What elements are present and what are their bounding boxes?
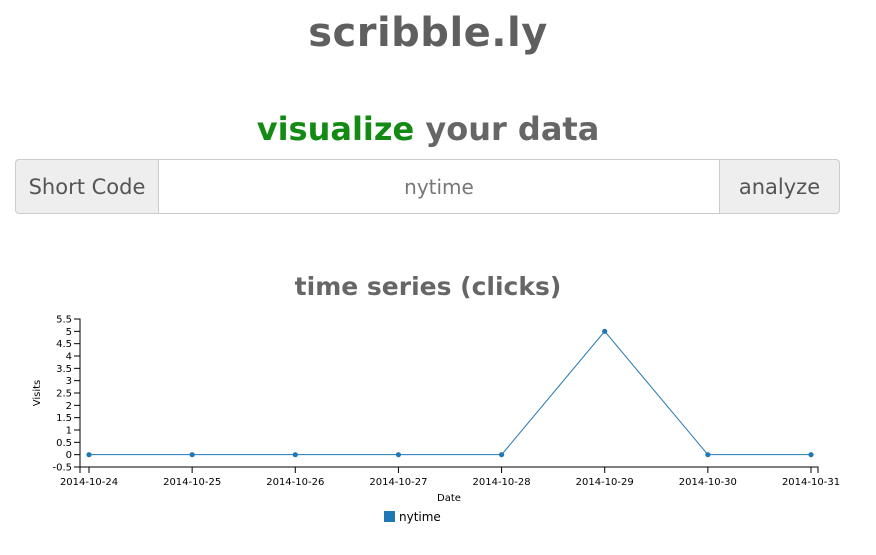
data-point [292, 452, 298, 458]
y-tick-label: 2 [66, 401, 72, 412]
short-code-input[interactable] [158, 159, 720, 214]
data-point [808, 452, 814, 458]
x-tick-label: 2014-10-30 [679, 477, 737, 488]
y-tick-label: 0.5 [56, 438, 72, 449]
data-point [86, 452, 92, 458]
data-point [602, 328, 608, 334]
legend-swatch [384, 511, 395, 522]
x-axis-line [79, 466, 819, 473]
y-tick-label: 1 [66, 426, 72, 437]
y-tick-label: 3.5 [56, 364, 72, 375]
analyze-button[interactable]: analyze [720, 159, 840, 214]
time-series-chart: -0.5 00.51 1.522.5 33.54 4.555.5 2014-10-24 20… [32, 315, 840, 525]
x-tick-label: 2014-10-29 [576, 477, 634, 488]
y-tick-label: -0.5 [52, 463, 72, 474]
chart-legend: nytime [384, 510, 441, 524]
y-tick-label: 4 [66, 352, 72, 363]
x-tick-label: 2014-10-31 [782, 477, 840, 488]
data-point [705, 452, 711, 458]
y-tick-label: 5.5 [56, 315, 72, 326]
x-axis-label: Date [437, 493, 461, 504]
legend-label: nytime [399, 510, 441, 524]
data-point [395, 452, 402, 458]
x-tick-label: 2014-10-25 [163, 477, 221, 488]
tagline-rest: your data [414, 110, 600, 148]
y-tick-label: 1.5 [56, 413, 72, 424]
series-line [89, 330, 811, 456]
x-tick-label: 2014-10-28 [473, 477, 531, 488]
tagline: visualize your data [0, 110, 856, 148]
data-point [498, 452, 505, 458]
y-axis-label: Visits [32, 380, 43, 407]
y-tick-label: 2.5 [56, 389, 72, 400]
y-tick-label: 4.5 [56, 339, 72, 350]
short-code-label: Short Code [15, 159, 158, 214]
y-tick-label: 5 [66, 327, 72, 338]
y-tick-label: 0 [66, 450, 72, 461]
y-tick-label: 3 [66, 376, 72, 387]
x-tick-label: 2014-10-24 [60, 477, 118, 488]
site-logo: scribble.ly [308, 10, 548, 56]
chart-title: time series (clicks) [294, 272, 562, 301]
data-point [189, 452, 195, 458]
tagline-accent: visualize [256, 110, 415, 148]
x-tick-label: 2014-10-27 [369, 477, 427, 488]
x-tick-label: 2014-10-26 [266, 477, 324, 488]
short-code-form: Short Code analyze [15, 159, 840, 214]
